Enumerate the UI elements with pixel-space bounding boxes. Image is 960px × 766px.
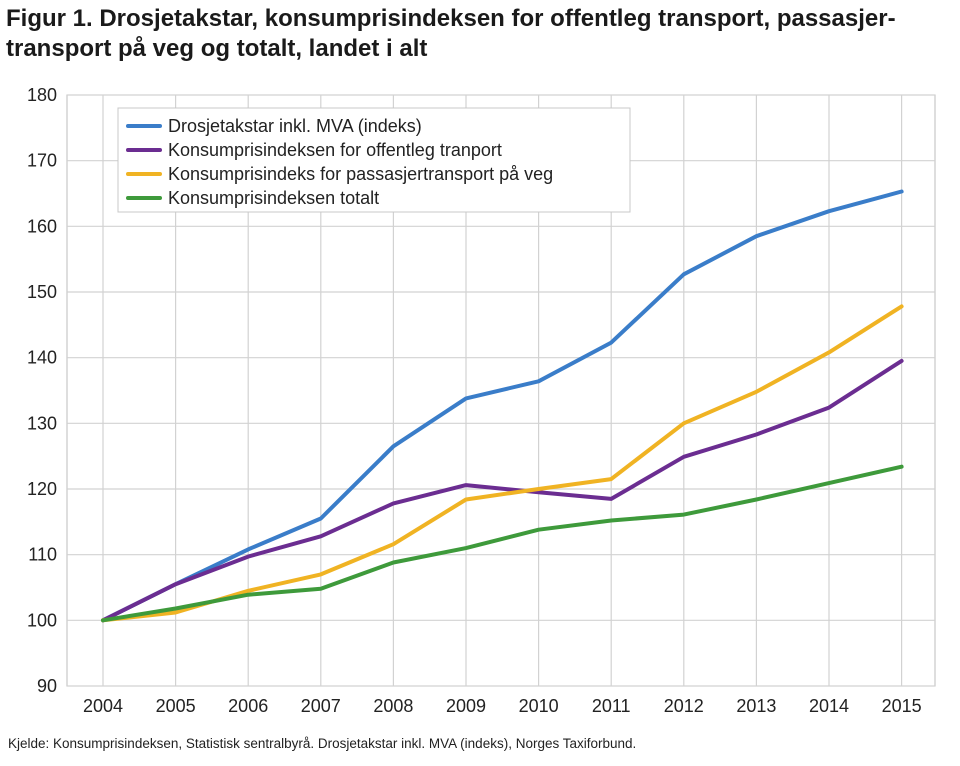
x-tick-label: 2007: [301, 696, 341, 716]
y-tick-label: 90: [37, 676, 57, 696]
source-note: Kjelde: Konsumprisindeksen, Statistisk s…: [8, 736, 637, 751]
x-tick-label: 2006: [228, 696, 268, 716]
x-tick-label: 2014: [809, 696, 849, 716]
legend-label: Drosjetakstar inkl. MVA (indeks): [168, 116, 422, 136]
x-tick-label: 2005: [156, 696, 196, 716]
y-tick-label: 180: [27, 85, 57, 105]
legend-label: Konsumprisindeksen totalt: [168, 188, 379, 208]
x-tick-label: 2015: [882, 696, 922, 716]
figure-title-line-1: Figur 1. Drosjetakstar, konsumprisindeks…: [6, 5, 896, 32]
y-tick-label: 120: [27, 479, 57, 499]
series-line-1: [101, 189, 904, 623]
y-tick-label: 170: [27, 151, 57, 171]
y-tick-label: 110: [28, 545, 57, 565]
series-lines: [101, 189, 904, 623]
legend-label: Konsumprisindeksen for offentleg tranpor…: [168, 140, 502, 160]
x-tick-label: 2013: [736, 696, 776, 716]
y-tick-label: 160: [27, 216, 57, 236]
legend-box: [117, 107, 631, 213]
x-tick-label: 2010: [519, 696, 559, 716]
x-tick-label: 2008: [373, 696, 413, 716]
series-line-4: [101, 464, 904, 623]
y-tick-label: 130: [27, 413, 57, 433]
y-tick-label: 140: [27, 348, 57, 368]
series-line-3: [101, 304, 904, 623]
figure-title-line-2: transport på veg og totalt, landet i alt: [6, 35, 428, 62]
x-tick-label: 2004: [83, 696, 123, 716]
legend: Drosjetakstar inkl. MVA (indeks) Konsumpr…: [117, 107, 631, 213]
y-axis: 90 100 110 120 130 140 150 160 170 180: [27, 85, 57, 696]
x-tick-label: 2012: [664, 696, 704, 716]
x-axis: 2004 2005 2006 2007 2008 2009 2010 2011 2012 2013…: [83, 696, 922, 716]
x-tick-label: 2009: [446, 696, 486, 716]
y-tick-label: 150: [27, 282, 57, 302]
figure-title: Figur 1. Drosjetakstar, konsumprisindeks…: [6, 4, 954, 64]
series-line-2: [101, 358, 904, 623]
x-tick-label: 2011: [592, 696, 631, 716]
legend-label: Konsumprisindeks for passasjertransport …: [168, 164, 553, 184]
y-tick-label: 100: [27, 610, 57, 630]
